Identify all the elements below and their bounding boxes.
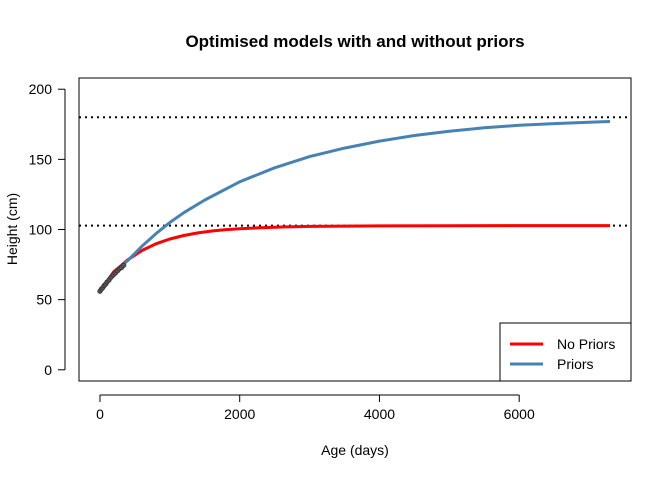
axes: 0 2000 4000 6000 0 50 100 150 200 [29,81,535,422]
series-layer [98,120,611,293]
x-tick-label-0: 0 [96,406,104,422]
observations-layer [97,262,127,294]
x-axis-label: Age (days) [321,442,389,458]
y-tick-label-0: 0 [44,362,52,378]
legend-label-1: Priors [557,356,594,372]
x-tick-label-1: 2000 [224,406,255,422]
x-tick-label-2: 4000 [364,406,395,422]
legend-box [499,322,632,382]
y-tick-label-1: 50 [36,292,52,308]
x-tick-label-3: 6000 [504,406,535,422]
chart-title: Optimised models with and without priors [185,32,524,51]
series-line-priors [116,120,611,270]
series-line-no-priors [98,224,610,293]
observation-point [121,262,127,268]
y-tick-label-3: 150 [29,151,53,167]
y-axis-label: Height (cm) [4,193,20,265]
legend-label-0: No Priors [557,336,615,352]
y-tick-label-4: 200 [29,81,53,97]
reference-lines [79,116,631,227]
y-tick-label-2: 100 [29,222,53,238]
plot-frame [78,77,632,382]
legend: No Priors Priors [499,322,632,382]
